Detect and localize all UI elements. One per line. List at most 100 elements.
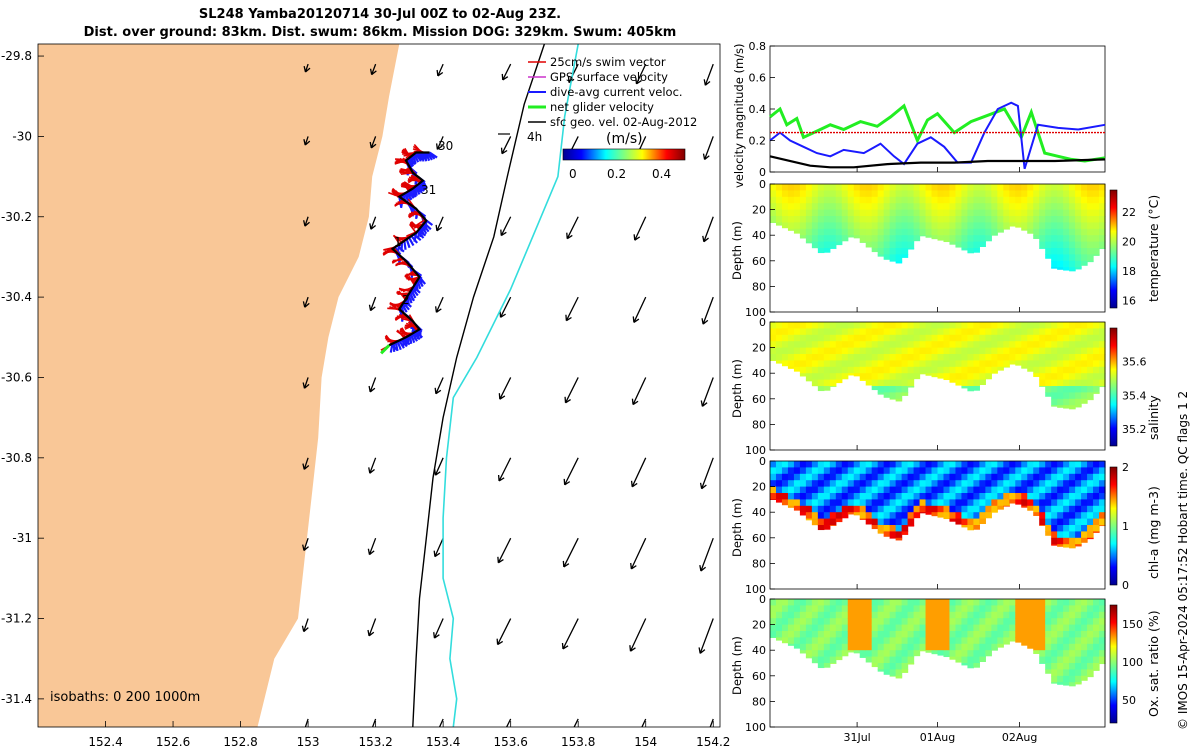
section-cell (877, 241, 885, 249)
section-cell (865, 334, 873, 342)
time-tick-label: 02Aug (1002, 731, 1037, 744)
section-cell (847, 322, 855, 329)
section-cell (835, 637, 843, 645)
section-cell (1063, 334, 1070, 342)
section-cell (967, 643, 974, 651)
velocity-y-tick-label: 0 (759, 166, 766, 179)
section-cell (895, 461, 903, 468)
section-cell (919, 228, 927, 236)
section-cell (1027, 322, 1034, 329)
section-cell (1039, 624, 1046, 632)
section-cell (859, 203, 867, 211)
geo-vector-arrow (630, 537, 647, 570)
section-cell (955, 611, 963, 619)
section-cell (919, 216, 927, 223)
section-cell (787, 473, 795, 481)
section-cell (1009, 328, 1016, 336)
section-cell (847, 461, 855, 468)
section-cell (853, 373, 861, 377)
section-cell (991, 643, 998, 651)
section-cell (883, 228, 891, 236)
section-cell (1063, 203, 1070, 211)
section-cell (793, 493, 801, 500)
section-cell (811, 354, 819, 361)
section-cell (1063, 373, 1070, 381)
section-cell (1033, 184, 1040, 191)
section-cell (829, 334, 837, 342)
section-cell (823, 493, 831, 500)
section-cell (835, 486, 843, 494)
section-cell (829, 184, 837, 191)
section-cell (895, 392, 903, 400)
dive-current-vector (421, 180, 428, 190)
section-cell (1039, 366, 1046, 374)
section-cell (979, 505, 986, 513)
section-cell (799, 203, 807, 211)
section-cell (919, 184, 927, 191)
section-cell (859, 235, 867, 243)
section-cell (1093, 379, 1100, 387)
geo-vector-arrow (630, 457, 647, 488)
section-cell (943, 643, 951, 651)
section-cell (925, 203, 933, 211)
section-cell (1093, 196, 1100, 204)
section-cell (1027, 354, 1034, 361)
geo-vector-arrow (303, 136, 311, 146)
section-cell (961, 322, 969, 329)
section-cell (967, 334, 974, 342)
section-cell (829, 624, 837, 632)
dive-current-vector (417, 229, 427, 237)
section-cell (997, 184, 1004, 191)
section-cell (985, 611, 992, 619)
section-cell (1063, 650, 1070, 658)
section-cell (859, 354, 867, 361)
section-cell (799, 328, 807, 336)
section-cell (1093, 386, 1100, 393)
section-cell (979, 473, 986, 481)
section-cell (901, 631, 909, 638)
section-cell (1099, 328, 1106, 336)
section-cell (775, 467, 783, 475)
section-cell (967, 624, 974, 632)
section-cell (1003, 624, 1010, 632)
section-cell (817, 643, 825, 651)
section-cell (1099, 631, 1106, 638)
velocity-y-tick-label: 0.6 (749, 72, 767, 85)
section-cell (1069, 216, 1076, 223)
section-cell (829, 354, 837, 361)
section-cell (841, 493, 849, 500)
section-cell (979, 643, 986, 651)
section-cell (805, 656, 813, 659)
section-cell (1063, 267, 1070, 271)
section-cell (859, 196, 867, 204)
section-cell (847, 228, 855, 236)
section-cell (985, 650, 992, 657)
section-cell (1021, 461, 1028, 468)
section-cell (907, 366, 915, 374)
section-cell (949, 480, 957, 488)
section-cell (1009, 493, 1016, 500)
section-cell (1099, 643, 1106, 651)
section-cell (805, 222, 813, 230)
section-cell (1069, 334, 1076, 342)
dive-current-vector (413, 153, 420, 163)
section-cell (907, 354, 915, 361)
map-y-tick-label: -31.4 (1, 692, 32, 706)
section-cell (949, 650, 957, 658)
section-cell (1063, 675, 1070, 683)
section-cell (859, 505, 867, 513)
section-cell (931, 328, 939, 336)
section-cell (1039, 631, 1046, 638)
section-cell (829, 341, 837, 349)
geo-vector-arrow (498, 377, 512, 400)
section-cell (937, 228, 945, 236)
section-cell (793, 618, 801, 626)
geo-vector-arrow (301, 618, 309, 633)
section-cell (1051, 398, 1058, 406)
section-cell (1039, 209, 1046, 217)
section-cell (1093, 461, 1100, 468)
section-cell (859, 499, 867, 507)
section-cell (979, 379, 986, 385)
section-cell (1033, 637, 1040, 645)
section-cell (1099, 222, 1106, 230)
